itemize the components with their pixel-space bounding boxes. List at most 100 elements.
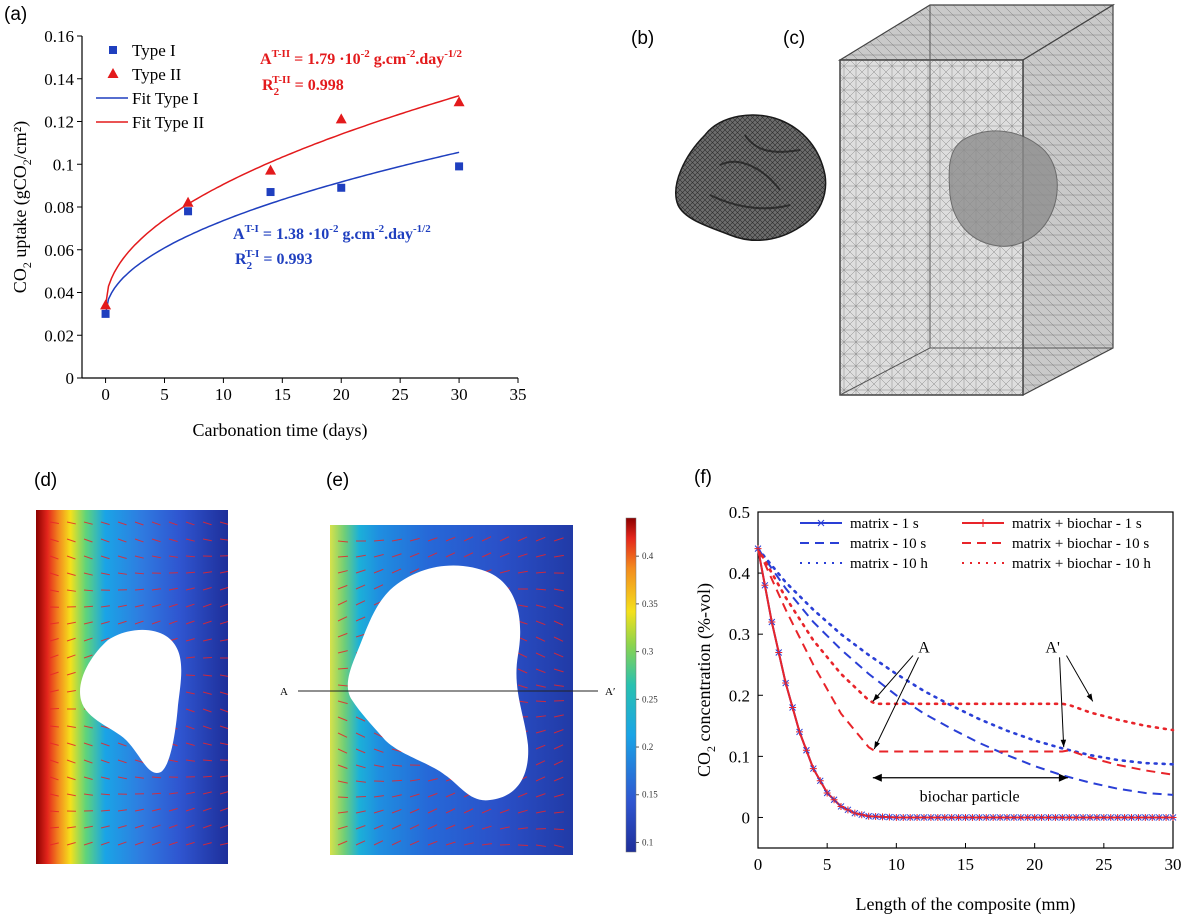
flux-arrow [83,521,93,525]
f-marker-plus [1107,813,1115,821]
f-marker-plus [830,796,838,804]
a-point-type2 [335,113,347,124]
f-series-line [756,547,1175,766]
eq-type2-A-unit: g.cm [370,51,407,68]
flux-arrow [553,652,564,658]
a-point-type2 [182,196,194,207]
a-x-tick-label: 5 [160,385,169,404]
colorbar-tick-label: 0.3 [642,647,654,657]
f-arrow-A2-lower-head [1060,739,1067,748]
flux-arrow [49,521,59,524]
flux-arrow [202,725,212,730]
flux-arrow [151,521,161,526]
flux-arrow [463,824,474,830]
flux-arrow [100,572,110,576]
flux-arrow [391,808,402,814]
flux-arrow [427,778,438,782]
flux-arrow [202,638,212,642]
flux-arrow [373,568,384,574]
flux-arrow [553,729,564,734]
flux-arrow [117,742,127,747]
eq-type1-R-sup: T-I [245,248,259,260]
flux-arrow [49,725,59,728]
f-y-tick-label: 0 [742,808,751,827]
a-point-type2 [265,164,277,175]
flux-arrow [83,605,94,608]
flux-arrow [151,538,161,543]
f-marker-plus [1093,813,1101,821]
box-embedded-particle [948,130,1058,247]
f-span-label: biochar particle [920,789,1020,806]
flux-arrow [66,654,76,659]
flux-arrow [134,841,144,846]
flux-arrow [83,825,93,829]
flux-arrow [409,808,420,814]
flux-arrow [202,742,212,746]
f-marker-plus [761,581,769,589]
panel-c-box-mesh [838,3,1116,396]
flux-arrow [553,793,564,798]
flux-arrow [499,569,510,574]
flux-arrow [185,638,195,642]
colorbar-tick-label: 0.1 [642,837,653,847]
flux-arrow [185,725,195,730]
eq-type1-A-letter: A [233,226,245,243]
flux-arrow [117,538,127,543]
flux-arrow [185,571,196,574]
f-arrow-A-lower-head [874,741,880,750]
flux-arrow [100,776,110,780]
flux-arrow [219,586,228,591]
flux-arrow [427,552,438,558]
flux-arrow [219,807,228,812]
flux-arrow [83,725,93,729]
flux-arrow [427,808,438,814]
flux-arrow [66,842,76,846]
a-x-tick-label: 15 [274,385,291,404]
flux-arrow [83,637,93,642]
eq-type1-A-unit: g.cm [338,226,375,243]
f-marker-plus [1100,813,1108,821]
flux-arrow [517,668,528,674]
chart-a-fit-lines [104,95,460,315]
eq-type2-A-unit-exp: -2 [406,48,416,60]
flux-arrow [151,792,162,795]
a-y-tick-label: 0 [66,369,75,388]
f-marker-plus [899,813,907,821]
flux-arrow [49,742,59,746]
f-marker-plus [802,746,810,754]
f-arrow-A2-upper-head [1086,693,1093,702]
f-y-tick-label: 0.1 [729,747,750,766]
legend-marker-type2 [107,68,119,78]
flux-arrow [49,622,59,625]
flux-arrow [517,553,528,558]
flux-arrow [219,708,228,713]
a-point-type1 [337,183,346,192]
flux-arrow [202,587,212,591]
f-arrow-A-upper [872,655,914,702]
flux-arrow [481,825,492,830]
flux-arrow [409,552,420,558]
f-marker-plus [913,813,921,821]
f-arrow-A-upper-head [872,693,880,702]
flux-arrow [337,780,348,784]
f-marker-plus [1003,813,1011,821]
flux-arrow [337,684,348,687]
flux-arrow [517,536,528,542]
f-marker-plus [968,813,976,821]
f-marker-plus [920,813,928,821]
flux-arrow [553,554,564,558]
panel-label-d: (d) [34,470,58,491]
f-marker-plus [1141,813,1149,821]
flux-arrow [100,538,110,543]
f-marker-plus [1072,813,1080,821]
flux-arrow [553,760,564,766]
flux-arrow [219,538,228,541]
eq-type1-R-value: = 0.993 [259,251,312,268]
particle-void-e [347,565,529,801]
flux-arrow [535,668,546,674]
a-y-tick-label: 0.14 [44,70,74,89]
f-marker-plus [851,809,859,817]
flux-arrow [553,668,564,673]
flux-arrow [202,691,212,695]
flux-arrow [535,793,546,798]
